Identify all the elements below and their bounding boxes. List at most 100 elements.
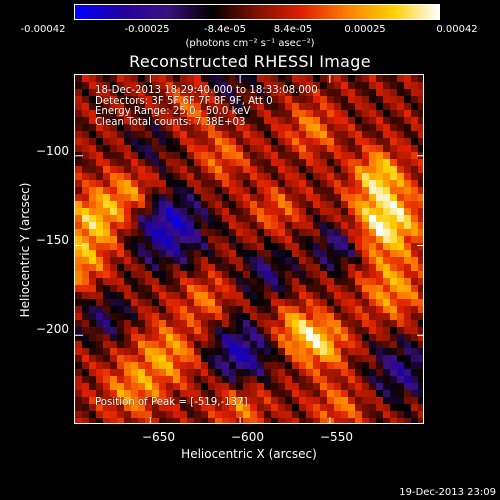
heatmap-cell xyxy=(138,96,146,104)
heatmap-cell xyxy=(264,278,272,286)
heatmap-cell xyxy=(110,257,118,265)
heatmap-cell xyxy=(383,166,391,174)
heatmap-cell xyxy=(82,145,90,153)
heatmap-cell xyxy=(418,327,423,335)
heatmap-cell xyxy=(250,411,258,419)
heatmap-cell xyxy=(103,390,111,398)
heatmap-cell xyxy=(285,383,293,391)
heatmap-cell xyxy=(96,124,104,132)
heatmap-cell xyxy=(138,383,146,391)
heatmap-cell xyxy=(348,131,356,139)
heatmap-cell xyxy=(278,250,286,258)
heatmap-cell xyxy=(320,306,328,314)
heatmap-cell xyxy=(292,376,300,384)
heatmap-cell xyxy=(341,180,349,188)
heatmap-cell xyxy=(208,257,216,265)
heatmap-cell xyxy=(334,418,342,423)
heatmap-cell xyxy=(390,89,398,97)
heatmap-cell xyxy=(208,327,216,335)
heatmap-cell xyxy=(362,278,370,286)
heatmap-cell xyxy=(89,418,97,423)
heatmap-cell xyxy=(138,187,146,195)
heatmap-cell xyxy=(159,348,167,356)
heatmap-cell xyxy=(397,362,405,370)
heatmap-cell xyxy=(348,334,356,342)
heatmap-cell xyxy=(236,320,244,328)
heatmap-cell xyxy=(131,173,139,181)
heatmap-cell xyxy=(131,215,139,223)
heatmap-cell xyxy=(96,145,104,153)
heatmap-cell xyxy=(362,362,370,370)
heatmap-cell xyxy=(390,390,398,398)
heatmap-cell xyxy=(306,376,314,384)
heatmap-cell xyxy=(362,383,370,391)
heatmap-cell xyxy=(292,285,300,293)
heatmap-cell xyxy=(229,355,237,363)
heatmap-cell xyxy=(271,131,279,139)
heatmap-cell xyxy=(131,110,139,118)
heatmap-cell xyxy=(117,362,125,370)
heatmap-cell xyxy=(82,292,90,300)
heatmap-cell xyxy=(208,75,216,83)
heatmap-cell xyxy=(110,250,118,258)
heatmap-cell xyxy=(89,362,97,370)
heatmap-cell xyxy=(376,418,384,423)
heatmap-cell xyxy=(341,208,349,216)
heatmap-cell xyxy=(397,320,405,328)
heatmap-cell xyxy=(152,306,160,314)
heatmap-cell xyxy=(166,187,174,195)
heatmap-cell xyxy=(222,229,230,237)
heatmap-cell xyxy=(404,383,412,391)
heatmap-cell xyxy=(159,404,167,412)
heatmap-cell xyxy=(96,348,104,356)
heatmap-cell xyxy=(362,243,370,251)
heatmap-cell xyxy=(320,250,328,258)
heatmap-cell xyxy=(334,222,342,230)
heatmap-cell xyxy=(348,117,356,125)
heatmap-cell xyxy=(229,145,237,153)
heatmap-cell xyxy=(341,369,349,377)
heatmap-cell xyxy=(376,383,384,391)
heatmap-cell xyxy=(285,89,293,97)
heatmap-cell xyxy=(103,271,111,279)
heatmap-cell xyxy=(376,159,384,167)
heatmap-cell xyxy=(82,243,90,251)
heatmap-cell xyxy=(383,348,391,356)
heatmap-cell xyxy=(166,236,174,244)
heatmap-cell xyxy=(194,173,202,181)
heatmap-cell xyxy=(411,117,419,125)
heatmap-cell xyxy=(159,390,167,398)
heatmap-cell xyxy=(208,145,216,153)
heatmap-cell xyxy=(278,159,286,167)
heatmap-cell xyxy=(152,285,160,293)
heatmap-cell xyxy=(320,362,328,370)
heatmap-cell xyxy=(355,110,363,118)
heatmap-cell xyxy=(75,166,83,174)
heatmap-cell xyxy=(96,159,104,167)
heatmap-cell xyxy=(124,201,132,209)
heatmap-cell xyxy=(138,264,146,272)
heatmap-cell xyxy=(313,348,321,356)
heatmap-cell xyxy=(75,138,83,146)
heatmap-cell xyxy=(390,327,398,335)
heatmap-cell xyxy=(376,250,384,258)
heatmap-cell xyxy=(418,131,423,139)
heatmap-cell xyxy=(166,320,174,328)
heatmap-cell xyxy=(411,166,419,174)
heatmap-cell xyxy=(250,173,258,181)
heatmap-cell xyxy=(390,383,398,391)
heatmap-cell xyxy=(334,159,342,167)
heatmap-cell xyxy=(341,124,349,132)
heatmap-cell xyxy=(243,250,251,258)
heatmap-cell xyxy=(180,236,188,244)
heatmap-cell xyxy=(152,334,160,342)
heatmap-cell xyxy=(229,306,237,314)
heatmap-cell xyxy=(236,362,244,370)
heatmap-cell xyxy=(348,173,356,181)
heatmap-cell xyxy=(264,306,272,314)
heatmap-cell xyxy=(369,215,377,223)
heatmap-cell xyxy=(250,404,258,412)
heatmap-cell xyxy=(285,166,293,174)
heatmap-cell xyxy=(271,180,279,188)
heatmap-cell xyxy=(194,243,202,251)
